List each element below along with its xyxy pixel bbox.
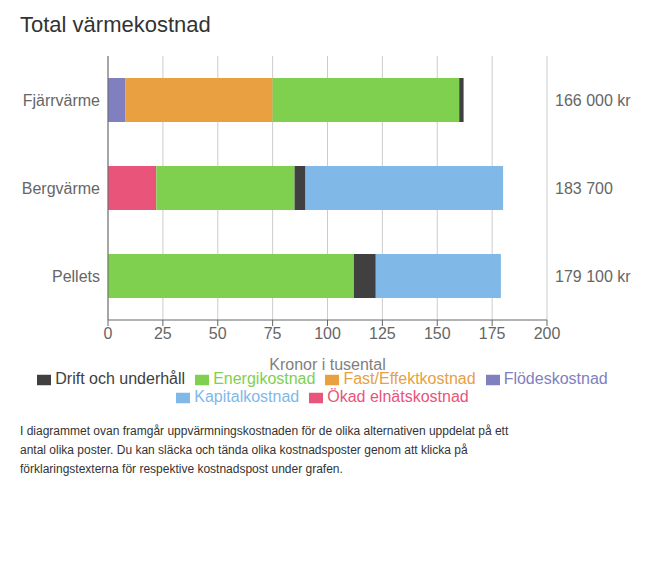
html-text:Fast/Effektkostnad: Fast/Effektkostnad xyxy=(343,370,476,387)
svg-text:166 000 kr: 166 000 kr xyxy=(555,92,631,109)
svg-text:50: 50 xyxy=(209,325,227,342)
svg-text:Kronor i tusental: Kronor i tusental xyxy=(269,356,386,373)
html-text:Ökad elnätskostnad: Ökad elnätskostnad xyxy=(327,388,469,405)
html-text:Kapitalkostnad: Kapitalkostnad xyxy=(194,388,300,405)
html-text:Energikostnad: Energikostnad xyxy=(213,370,316,387)
svg-text:179 100 kr: 179 100 kr xyxy=(555,268,631,285)
svg-text:25: 25 xyxy=(154,325,172,342)
svg-text:Bergvärme: Bergvärme xyxy=(22,180,100,197)
html-text:I diagrammet ovan framgår uppv: I diagrammet ovan framgår uppvärmningsko… xyxy=(20,424,509,477)
html-text:Drift och underhåll: Drift och underhåll xyxy=(55,370,186,387)
svg-text:75: 75 xyxy=(264,325,282,342)
svg-text:175: 175 xyxy=(479,325,506,342)
svg-text:150: 150 xyxy=(424,325,451,342)
html-text:Flödeskostnad: Flödeskostnad xyxy=(503,370,608,387)
svg-text:183 700: 183 700 xyxy=(555,180,613,197)
svg-text:Fjärrvärme: Fjärrvärme xyxy=(23,92,100,109)
svg-text:0: 0 xyxy=(104,325,113,342)
html-text:Total värmekostnad: Total värmekostnad xyxy=(20,12,211,37)
svg-text:125: 125 xyxy=(369,325,396,342)
svg-text:200: 200 xyxy=(534,325,561,342)
svg-text:100: 100 xyxy=(314,325,341,342)
svg-text:Pellets: Pellets xyxy=(52,268,100,285)
